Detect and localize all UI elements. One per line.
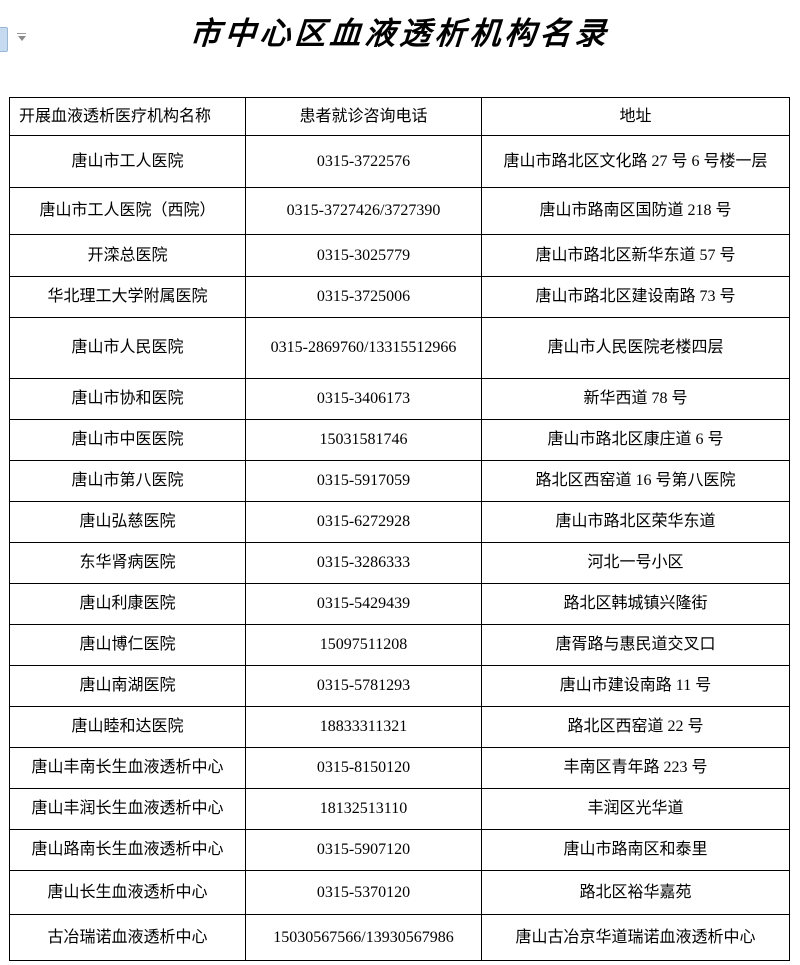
- institution-name-cell: 唐山市协和医院: [9, 378, 246, 420]
- address-cell: 唐山市路北区荣华东道: [481, 501, 790, 543]
- address-cell: 唐山市路北区康庄道 6 号: [481, 419, 790, 461]
- table-row: 唐山市第八医院 0315-5917059 路北区西窑道 16 号第八医院: [9, 460, 790, 502]
- phone-cell: 0315-5907120: [245, 829, 482, 871]
- institution-name-cell: 唐山市工人医院: [9, 135, 246, 188]
- clipboard-icon: [0, 27, 8, 52]
- table-row: 唐山市工人医院（西院） 0315-3727426/3727390 唐山市路南区国防道…: [9, 187, 790, 235]
- phone-cell: 15031581746: [245, 419, 482, 461]
- phone-cell: 0315-5781293: [245, 665, 482, 707]
- institution-name-cell: 唐山市人民医院: [9, 317, 246, 379]
- phone-cell: 18132513110: [245, 788, 482, 830]
- phone-cell: 0315-5370120: [245, 870, 482, 915]
- address-cell: 丰润区光华道: [481, 788, 790, 830]
- institution-name-cell: 唐山市工人医院（西院）: [9, 187, 246, 235]
- table-row: 唐山市中医医院 15031581746 唐山市路北区康庄道 6 号: [9, 419, 790, 461]
- institution-name-cell: 唐山长生血液透析中心: [9, 870, 246, 915]
- phone-cell: 0315-3286333: [245, 542, 482, 584]
- address-cell: 唐山市建设南路 11 号: [481, 665, 790, 707]
- institution-name-cell: 唐山博仁医院: [9, 624, 246, 666]
- phone-cell: 18833311321: [245, 706, 482, 748]
- institution-name-cell: 唐山路南长生血液透析中心: [9, 829, 246, 871]
- address-cell: 路北区西窑道 16 号第八医院: [481, 460, 790, 502]
- phone-cell: 0315-8150120: [245, 747, 482, 789]
- address-cell: 唐山古冶京华道瑞诺血液透析中心: [481, 914, 790, 961]
- address-cell: 丰南区青年路 223 号: [481, 747, 790, 789]
- phone-cell: 0315-3725006: [245, 276, 482, 318]
- institution-name-cell: 唐山睦和达医院: [9, 706, 246, 748]
- institution-name-cell: 唐山市中医医院: [9, 419, 246, 461]
- table-row: 唐山丰南长生血液透析中心 0315-8150120 丰南区青年路 223 号: [9, 747, 790, 789]
- institution-name-cell: 唐山弘慈医院: [9, 501, 246, 543]
- address-cell: 路北区韩城镇兴隆街: [481, 583, 790, 625]
- table-row: 唐山路南长生血液透析中心 0315-5907120 唐山市路南区和泰里: [9, 829, 790, 871]
- phone-cell: 0315-3406173: [245, 378, 482, 420]
- institution-name-cell: 唐山南湖医院: [9, 665, 246, 707]
- institution-name-cell: 唐山丰润长生血液透析中心: [9, 788, 246, 830]
- address-cell: 唐山市路北区文化路 27 号 6 号楼一层: [481, 135, 790, 188]
- address-cell: 唐山市路北区建设南路 73 号: [481, 276, 790, 318]
- phone-cell: 0315-3025779: [245, 234, 482, 277]
- table-row: 唐山弘慈医院 0315-6272928 唐山市路北区荣华东道: [9, 501, 790, 543]
- address-cell: 唐山市路南区国防道 218 号: [481, 187, 790, 235]
- phone-cell: 0315-3722576: [245, 135, 482, 188]
- institution-name-cell: 古冶瑞诺血液透析中心: [9, 914, 246, 961]
- address-cell: 唐山市路北区新华东道 57 号: [481, 234, 790, 277]
- col-header-institution-name: 开展血液透析医疗机构名称: [9, 97, 246, 136]
- institution-name-cell: 唐山市第八医院: [9, 460, 246, 502]
- phone-cell: 0315-5429439: [245, 583, 482, 625]
- address-cell: 新华西道 78 号: [481, 378, 790, 420]
- table-row: 唐山长生血液透析中心 0315-5370120 路北区裕华嘉苑: [9, 870, 790, 915]
- table-row: 唐山利康医院 0315-5429439 路北区韩城镇兴隆街: [9, 583, 790, 625]
- table-row: 唐山睦和达医院 18833311321 路北区西窑道 22 号: [9, 706, 790, 748]
- address-cell: 河北一号小区: [481, 542, 790, 584]
- phone-cell: 15097511208: [245, 624, 482, 666]
- table-row: 东华肾病医院 0315-3286333 河北一号小区: [9, 542, 790, 584]
- institution-name-cell: 唐山利康医院: [9, 583, 246, 625]
- institution-name-cell: 开滦总医院: [9, 234, 246, 277]
- col-header-phone: 患者就诊咨询电话: [245, 97, 482, 136]
- dialysis-directory-table: 开展血液透析医疗机构名称 患者就诊咨询电话 地址 唐山市工人医院 0315-372…: [9, 97, 790, 961]
- col-header-address: 地址: [481, 97, 790, 136]
- address-cell: 唐胥路与惠民道交叉口: [481, 624, 790, 666]
- table-body: 唐山市工人医院 0315-3722576 唐山市路北区文化路 27 号 6 号楼一层…: [9, 135, 790, 961]
- page-title: 市中心区血液透析机构名录: [188, 16, 612, 51]
- table-row: 唐山市协和医院 0315-3406173 新华西道 78 号: [9, 378, 790, 420]
- table-row: 唐山市人民医院 0315-2869760/13315512966 唐山市人民医院老楼…: [9, 317, 790, 379]
- phone-cell: 0315-6272928: [245, 501, 482, 543]
- institution-name-cell: 东华肾病医院: [9, 542, 246, 584]
- phone-cell: 0315-3727426/3727390: [245, 187, 482, 235]
- table-row: 开滦总医院 0315-3025779 唐山市路北区新华东道 57 号: [9, 234, 790, 277]
- chevron-down-icon: [17, 33, 26, 34]
- phone-cell: 0315-2869760/13315512966: [245, 317, 482, 379]
- table-row: 唐山丰润长生血液透析中心 18132513110 丰润区光华道: [9, 788, 790, 830]
- phone-cell: 0315-5917059: [245, 460, 482, 502]
- table-row: 唐山南湖医院 0315-5781293 唐山市建设南路 11 号: [9, 665, 790, 707]
- table-row: 唐山博仁医院 15097511208 唐胥路与惠民道交叉口: [9, 624, 790, 666]
- table-row: 华北理工大学附属医院 0315-3725006 唐山市路北区建设南路 73 号: [9, 276, 790, 318]
- table-header-row: 开展血液透析医疗机构名称 患者就诊咨询电话 地址: [9, 97, 790, 136]
- chevron-down-icon: [18, 36, 26, 41]
- table-row: 唐山市工人医院 0315-3722576 唐山市路北区文化路 27 号 6 号楼一层: [9, 135, 790, 188]
- address-cell: 唐山市路南区和泰里: [481, 829, 790, 871]
- institution-name-cell: 华北理工大学附属医院: [9, 276, 246, 318]
- table-row: 古冶瑞诺血液透析中心 15030567566/13930567986 唐山古冶京华道…: [9, 914, 790, 961]
- paste-options-button[interactable]: [0, 27, 30, 53]
- address-cell: 路北区西窑道 22 号: [481, 706, 790, 748]
- institution-name-cell: 唐山丰南长生血液透析中心: [9, 747, 246, 789]
- address-cell: 唐山市人民医院老楼四层: [481, 317, 790, 379]
- address-cell: 路北区裕华嘉苑: [481, 870, 790, 915]
- phone-cell: 15030567566/13930567986: [245, 914, 482, 961]
